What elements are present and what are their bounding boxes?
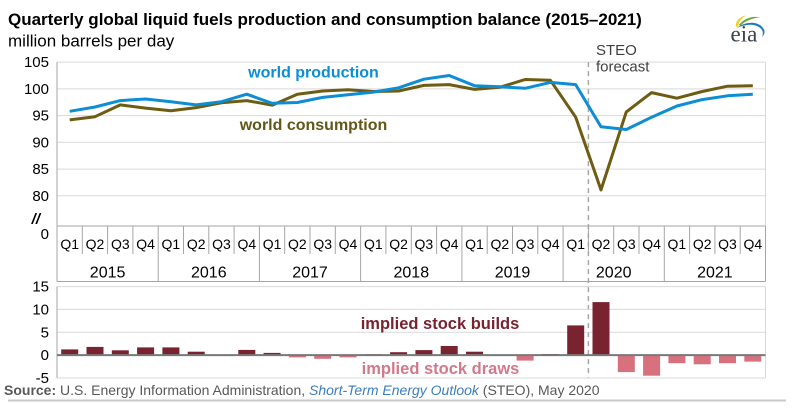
svg-text:Q4: Q4 (440, 236, 459, 252)
svg-text:100: 100 (24, 81, 49, 98)
svg-text:10: 10 (32, 301, 49, 318)
svg-text:Q2: Q2 (693, 236, 712, 252)
svg-text:2017: 2017 (292, 265, 328, 282)
svg-text:Q3: Q3 (516, 236, 535, 252)
svg-text:5: 5 (41, 324, 49, 341)
svg-text:Q1: Q1 (60, 236, 79, 252)
svg-text:world production: world production (247, 65, 379, 82)
svg-text:85: 85 (32, 161, 49, 178)
svg-text:Q1: Q1 (566, 236, 585, 252)
svg-text:forecast: forecast (596, 59, 650, 76)
svg-text:0: 0 (41, 226, 49, 243)
svg-text:2019: 2019 (495, 265, 531, 282)
svg-text:Q2: Q2 (187, 236, 206, 252)
svg-text:world consumption: world consumption (239, 117, 388, 134)
svg-text:2016: 2016 (191, 265, 227, 282)
svg-text:Q4: Q4 (743, 236, 762, 252)
svg-text:Q3: Q3 (111, 236, 130, 252)
svg-text:Source: U.S. Energy Informatio: Source: U.S. Energy Information Administ… (4, 382, 600, 398)
svg-text:implied stock draws: implied stock draws (362, 360, 520, 378)
svg-text:Q4: Q4 (237, 236, 256, 252)
svg-text:Q2: Q2 (389, 236, 408, 252)
svg-text:2018: 2018 (394, 265, 430, 282)
svg-text:15: 15 (32, 279, 49, 296)
svg-text://: // (31, 211, 42, 228)
svg-text:Q4: Q4 (136, 236, 155, 252)
svg-text:million barrels per day: million barrels per day (8, 32, 175, 51)
svg-text:Q2: Q2 (86, 236, 105, 252)
svg-text:Q4: Q4 (339, 236, 358, 252)
svg-text:Q1: Q1 (162, 236, 181, 252)
svg-text:-5: -5 (36, 370, 49, 387)
svg-text:2020: 2020 (596, 265, 632, 282)
svg-text:90: 90 (32, 134, 49, 151)
svg-text:Q1: Q1 (263, 236, 282, 252)
svg-text:Q3: Q3 (718, 236, 737, 252)
svg-text:Q4: Q4 (642, 236, 661, 252)
svg-text:Q3: Q3 (617, 236, 636, 252)
svg-text:implied stock builds: implied stock builds (361, 315, 520, 333)
svg-text:95: 95 (32, 108, 49, 125)
svg-text:0: 0 (41, 347, 49, 364)
svg-text:2021: 2021 (697, 265, 733, 282)
svg-text:Q1: Q1 (364, 236, 383, 252)
svg-text:eia: eia (731, 22, 758, 47)
svg-text:80: 80 (32, 188, 49, 205)
svg-text:Q3: Q3 (415, 236, 434, 252)
svg-text:Q2: Q2 (592, 236, 611, 252)
svg-text:Q2: Q2 (288, 236, 307, 252)
svg-text:Q4: Q4 (541, 236, 560, 252)
svg-text:Q2: Q2 (490, 236, 509, 252)
svg-text:Q3: Q3 (212, 236, 231, 252)
svg-text:Q1: Q1 (668, 236, 687, 252)
svg-text:Quarterly global liquid fuels: Quarterly global liquid fuels production… (8, 10, 642, 29)
svg-text:105: 105 (24, 54, 49, 71)
svg-text:Q3: Q3 (313, 236, 332, 252)
svg-text:STEO: STEO (596, 42, 637, 59)
svg-text:2015: 2015 (90, 265, 126, 282)
svg-text:Q1: Q1 (465, 236, 484, 252)
